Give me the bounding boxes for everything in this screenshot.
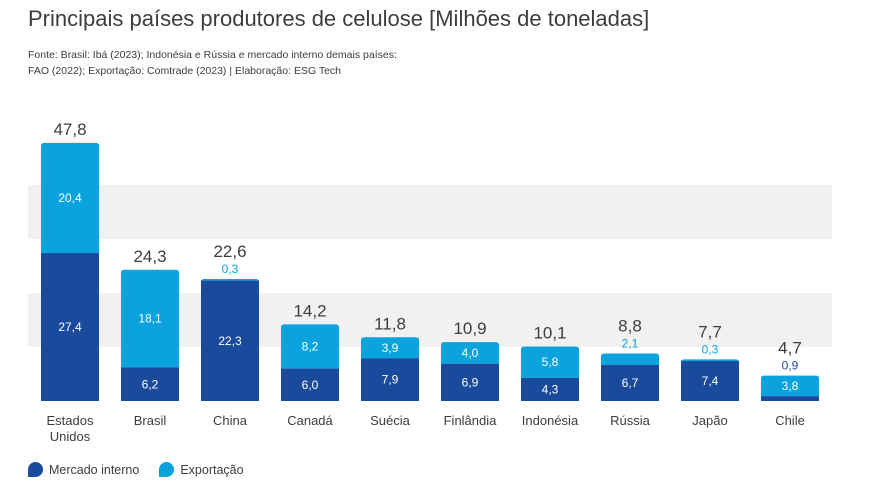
source-line-2: FAO (2022); Exportação: Comtrade (2023) … <box>28 65 342 77</box>
category-label-0-0: Estados <box>47 413 94 428</box>
chart-legend: Mercado interno Exportação <box>28 462 264 477</box>
data-label-domestic-7: 6,7 <box>622 376 639 390</box>
bar-domestic-5 <box>441 363 499 401</box>
data-label-export-3: 8,2 <box>302 339 319 353</box>
data-label-export-0: 20,4 <box>58 191 82 205</box>
total-label-8: 7,7 <box>698 322 722 341</box>
data-label-export-2: 0,3 <box>222 262 239 276</box>
total-label-7: 8,8 <box>618 316 642 335</box>
total-label-0: 47,8 <box>53 120 86 139</box>
bar-domestic-1 <box>121 367 179 401</box>
data-label-export-6: 5,8 <box>542 355 559 369</box>
legend-label-domestic: Mercado interno <box>49 462 140 477</box>
bar-export-1 <box>121 269 179 368</box>
category-label-7-0: Rússia <box>610 413 651 428</box>
data-label-export-8: 0,3 <box>702 342 719 356</box>
chart-title: Principais países produtores de celulose… <box>28 6 650 31</box>
total-label-4: 11,8 <box>374 314 406 333</box>
grid-band-2 <box>28 185 832 239</box>
bar-export-6 <box>521 346 579 378</box>
category-label-6-0: Indonésia <box>522 413 579 428</box>
data-label-export-1: 18,1 <box>138 312 162 326</box>
bar-domestic-4 <box>361 358 419 401</box>
chart-source: Fonte: Brasil: Ibá (2023); Indonésia e R… <box>28 47 397 79</box>
data-label-domestic-9: 0,9 <box>782 359 799 373</box>
data-label-domestic-3: 6,0 <box>302 378 319 392</box>
data-label-domestic-8: 7,4 <box>702 374 719 388</box>
bar-domestic-7 <box>601 364 659 401</box>
data-label-domestic-5: 6,9 <box>462 375 479 389</box>
category-label-0-1: Unidos <box>50 429 91 444</box>
legend-swatch-export <box>159 462 175 477</box>
total-label-5: 10,9 <box>453 319 486 338</box>
data-label-domestic-4: 7,9 <box>382 373 399 387</box>
category-label-9-0: Chile <box>775 413 805 428</box>
data-label-export-7: 2,1 <box>622 336 639 350</box>
category-label-1-0: Brasil <box>134 413 167 428</box>
bar-export-5 <box>441 342 499 364</box>
legend-item-domestic: Mercado interno <box>28 462 139 477</box>
bar-domestic-8 <box>681 361 739 401</box>
category-label-3-0: Canadá <box>287 413 333 428</box>
data-label-domestic-6: 4,3 <box>542 382 559 396</box>
legend-label-export: Exportação <box>180 462 244 477</box>
bar-domestic-2 <box>201 280 259 401</box>
bar-export-2 <box>201 278 259 282</box>
bar-export-8 <box>681 359 739 363</box>
bar-export-4 <box>361 337 419 359</box>
bar-export-7 <box>601 353 659 365</box>
category-label-4-0: Suécia <box>370 413 411 428</box>
bar-domestic-3 <box>281 368 339 401</box>
total-label-3: 14,2 <box>293 301 326 320</box>
total-label-9: 4,7 <box>778 339 802 358</box>
category-label-8-0: Japão <box>692 413 727 428</box>
legend-item-export: Exportação <box>159 462 244 477</box>
data-label-domestic-2: 22,3 <box>218 334 242 348</box>
data-label-export-5: 4,0 <box>462 346 479 360</box>
total-label-2: 22,6 <box>213 242 246 261</box>
source-line-1: Fonte: Brasil: Ibá (2023); Indonésia e R… <box>28 49 397 61</box>
category-label-5-0: Finlândia <box>444 413 498 428</box>
data-label-export-4: 3,9 <box>382 341 399 355</box>
legend-swatch-domestic <box>28 462 43 477</box>
bar-export-9 <box>761 375 819 397</box>
total-label-6: 10,1 <box>533 323 566 342</box>
category-label-2-0: China <box>213 413 248 428</box>
data-label-export-9: 3,8 <box>782 379 799 393</box>
data-label-domestic-0: 27,4 <box>58 320 82 334</box>
bar-domestic-6 <box>521 377 579 401</box>
bar-domestic-9 <box>761 396 819 401</box>
data-label-domestic-1: 6,2 <box>142 377 159 391</box>
bar-export-3 <box>281 324 339 369</box>
total-label-1: 24,3 <box>133 247 166 266</box>
bar-export-0 <box>41 142 99 254</box>
bar-domestic-0 <box>41 253 99 401</box>
